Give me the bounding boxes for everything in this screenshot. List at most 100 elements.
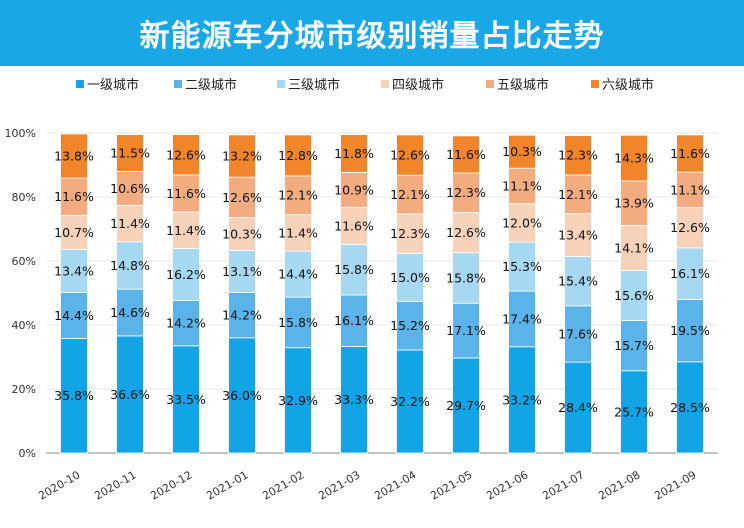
data-label: 32.2% xyxy=(390,394,430,409)
bar-segment xyxy=(676,361,704,454)
data-label: 11.1% xyxy=(670,182,710,197)
data-label: 33.2% xyxy=(502,392,542,407)
data-label: 10.3% xyxy=(502,144,542,159)
data-label: 36.0% xyxy=(222,388,262,403)
bar-segment xyxy=(620,320,648,372)
data-label: 15.8% xyxy=(278,315,318,330)
x-tick-label: 2021-04 xyxy=(372,468,418,502)
bar-segment xyxy=(452,211,480,254)
data-label: 10.9% xyxy=(334,182,374,197)
legend-swatch xyxy=(174,79,182,88)
data-label: 14.2% xyxy=(166,316,206,331)
data-label: 19.5% xyxy=(670,323,710,338)
bar-segment xyxy=(284,134,312,177)
bar-segment xyxy=(452,357,480,454)
bar-segment xyxy=(508,203,536,243)
bar-segment xyxy=(340,243,368,296)
data-label: 13.9% xyxy=(614,196,654,211)
bar-segment xyxy=(172,248,200,301)
bar-segment xyxy=(396,252,424,302)
bar-segment xyxy=(564,256,592,307)
x-tick-label: 2020-12 xyxy=(148,468,194,502)
x-tick-label: 2021-03 xyxy=(316,468,362,502)
data-label: 28.5% xyxy=(670,400,710,415)
bar-segment xyxy=(676,207,704,249)
data-label: 28.4% xyxy=(558,400,598,415)
bar-segment xyxy=(60,133,88,179)
bar-segment xyxy=(172,345,200,454)
bar-segment xyxy=(284,347,312,454)
legend-label: 三级城市 xyxy=(288,78,341,93)
data-label: 16.1% xyxy=(670,266,710,281)
bar-segment xyxy=(284,214,312,252)
legend-label: 五级城市 xyxy=(497,78,550,93)
data-label: 11.5% xyxy=(110,146,150,161)
bar-segment xyxy=(60,338,88,454)
data-label: 16.1% xyxy=(334,313,374,328)
bar-segment xyxy=(396,300,424,351)
bar-segment xyxy=(284,296,312,349)
x-tick-label: 2021-02 xyxy=(260,468,306,502)
bar-segment xyxy=(508,241,536,292)
x-tick-label: 2021-01 xyxy=(204,468,250,502)
data-label: 14.1% xyxy=(614,241,654,256)
legend: 一级城市 二级城市 三级城市 四级城市 五级城市 六级城市 xyxy=(0,72,744,94)
data-label: 11.4% xyxy=(278,225,318,240)
data-label: 11.6% xyxy=(54,189,94,204)
bar-segment xyxy=(396,349,424,454)
bar-segment xyxy=(452,135,480,174)
legend-item: 二级城市 xyxy=(174,74,237,93)
data-label: 15.7% xyxy=(614,338,654,353)
data-label: 13.2% xyxy=(222,149,262,164)
bar-segment xyxy=(564,213,592,257)
bar-segment xyxy=(620,180,648,226)
data-label: 12.6% xyxy=(446,225,486,240)
data-label: 12.6% xyxy=(166,147,206,162)
data-label: 12.8% xyxy=(278,148,318,163)
legend-swatch xyxy=(277,79,285,88)
bar-segment xyxy=(172,134,200,176)
bar-segment xyxy=(172,211,200,249)
data-label: 16.2% xyxy=(166,267,206,282)
bar-segment xyxy=(620,370,648,454)
data-label: 15.0% xyxy=(390,270,430,285)
x-tick-label: 2020-10 xyxy=(36,468,82,502)
data-label: 15.4% xyxy=(558,274,598,289)
data-label: 12.1% xyxy=(278,188,318,203)
data-label: 12.3% xyxy=(446,185,486,200)
data-label: 10.6% xyxy=(110,181,150,196)
data-label: 11.6% xyxy=(446,147,486,162)
bar-segment xyxy=(340,294,368,347)
data-label: 14.4% xyxy=(278,267,318,282)
y-tick-label: 20% xyxy=(12,383,36,396)
bar-segment xyxy=(396,174,424,215)
legend-label: 六级城市 xyxy=(602,78,655,93)
bar-segment xyxy=(564,361,592,454)
data-label: 12.0% xyxy=(502,215,542,230)
legend-item: 四级城市 xyxy=(381,74,444,93)
bar-segment xyxy=(340,134,368,173)
x-tick-label: 2021-06 xyxy=(484,468,530,502)
bar-segment xyxy=(340,171,368,208)
bar-segment xyxy=(116,288,144,337)
data-label: 15.6% xyxy=(614,288,654,303)
legend-item: 一级城市 xyxy=(76,74,139,93)
chart-title: 新能源车分城市级别销量占比走势 xyxy=(139,19,605,54)
bar-segment xyxy=(228,217,256,251)
bar-segment xyxy=(396,134,424,176)
bar-segment xyxy=(676,171,704,208)
bar-segment xyxy=(116,335,144,454)
bar-segment xyxy=(620,225,648,271)
legend-swatch xyxy=(381,79,389,88)
data-label: 13.4% xyxy=(54,263,94,278)
data-label: 11.6% xyxy=(334,218,374,233)
legend-item: 三级城市 xyxy=(277,74,340,93)
data-label: 12.3% xyxy=(390,226,430,241)
data-label: 12.1% xyxy=(390,187,430,202)
legend-swatch xyxy=(76,79,84,88)
bar-segment xyxy=(620,270,648,321)
data-label: 35.8% xyxy=(54,388,94,403)
bar-segment xyxy=(116,134,144,172)
y-tick-label: 80% xyxy=(12,191,36,204)
